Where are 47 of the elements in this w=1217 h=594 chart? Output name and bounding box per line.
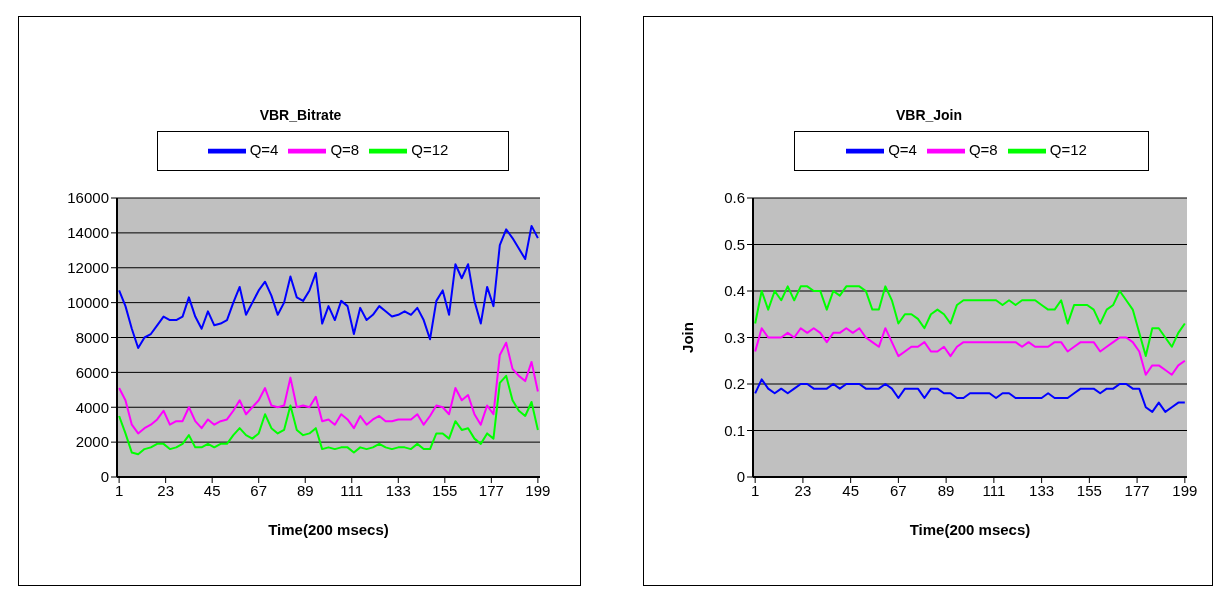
x-tick-label: 89 — [296, 481, 314, 499]
y-tick-label: 0.1 — [724, 421, 745, 439]
x-tick-label: 111 — [340, 481, 364, 499]
x-tick-label: 133 — [1029, 481, 1055, 499]
y-tick-label: 0 — [100, 468, 109, 486]
x-tick-label: 67 — [250, 481, 268, 499]
x-axis-title: Time(200 msecs) — [909, 521, 1031, 538]
x-tick-label: 23 — [794, 481, 812, 499]
y-tick-label: 6000 — [75, 363, 109, 381]
x-axis-title: Time(200 msecs) — [268, 521, 389, 538]
x-tick-label: 67 — [890, 481, 907, 499]
y-tick-label: 8000 — [75, 328, 109, 346]
legend-label: Q=12 — [411, 140, 449, 158]
legend-label: Q=12 — [1049, 140, 1087, 158]
legend-label: Q=4 — [249, 140, 279, 158]
x-tick-label: 1 — [114, 481, 124, 499]
y-tick-label: 2000 — [75, 433, 109, 451]
x-tick-label: 199 — [525, 481, 551, 499]
x-tick-label: 133 — [385, 481, 411, 499]
y-tick-label: 16000 — [67, 189, 109, 207]
y-tick-label: 0.3 — [724, 328, 745, 346]
y-tick-label: 10000 — [67, 293, 109, 311]
legend-label: Q=8 — [968, 140, 998, 158]
chart-title: VBR_Bitrate — [258, 107, 343, 123]
y-tick-label: 0.6 — [724, 189, 745, 207]
x-tick-label: 89 — [937, 481, 955, 499]
y-tick-label: 0.4 — [724, 282, 745, 300]
y-axis-title: Join — [679, 322, 697, 353]
y-tick-label: 14000 — [67, 224, 109, 242]
y-tick-label: 0.2 — [724, 375, 745, 393]
x-tick-label: 45 — [203, 481, 221, 499]
x-tick-label: 199 — [1172, 481, 1198, 499]
y-tick-label: 0 — [736, 468, 745, 486]
x-tick-label: 23 — [157, 481, 174, 499]
legend-label: Q=4 — [888, 140, 917, 158]
chart-title: VBR_Join — [894, 107, 964, 123]
y-tick-label: 4000 — [75, 398, 109, 416]
x-tick-label: 177 — [478, 481, 504, 499]
y-tick-label: 0.5 — [724, 235, 745, 253]
x-tick-label: 155 — [1076, 481, 1102, 499]
x-tick-label: 111 — [982, 481, 1006, 499]
x-tick-label: 45 — [842, 481, 859, 499]
y-tick-label: 12000 — [67, 259, 109, 277]
legend-label: Q=8 — [330, 140, 360, 158]
x-tick-label: 177 — [1124, 481, 1150, 499]
x-tick-label: 155 — [432, 481, 458, 499]
x-tick-label: 1 — [751, 481, 760, 499]
